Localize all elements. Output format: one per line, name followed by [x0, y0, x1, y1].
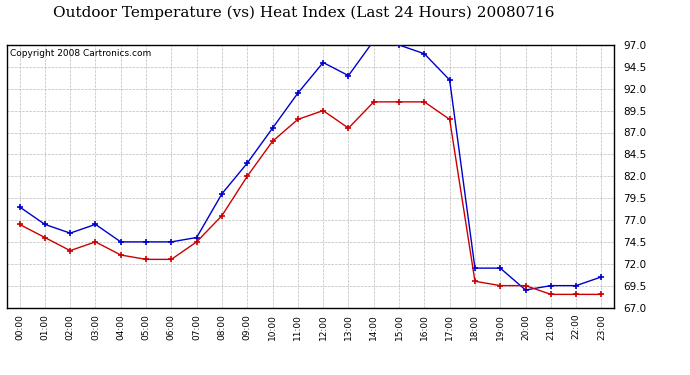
Text: Outdoor Temperature (vs) Heat Index (Last 24 Hours) 20080716: Outdoor Temperature (vs) Heat Index (Las… — [53, 6, 554, 20]
Text: Copyright 2008 Cartronics.com: Copyright 2008 Cartronics.com — [10, 49, 151, 58]
